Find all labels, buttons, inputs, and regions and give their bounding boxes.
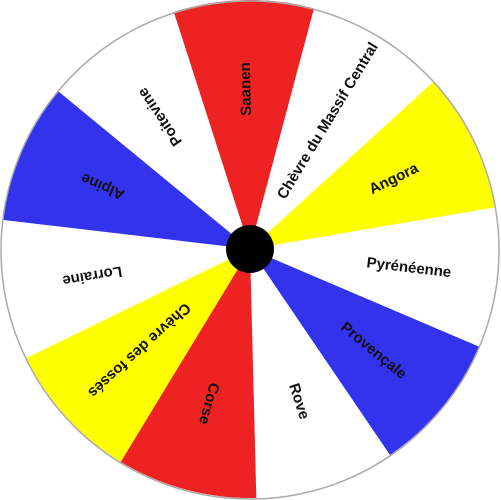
wheel-segment [57, 11, 250, 249]
wheel-hub[interactable] [226, 225, 274, 273]
wheel-segment [2, 90, 250, 250]
wheel-segment [250, 249, 390, 498]
wheel-segment [250, 81, 496, 249]
wheel-segment [250, 8, 434, 249]
wheel-segment [26, 249, 251, 462]
wheel-segment [0, 219, 250, 359]
wheel-segment [120, 249, 257, 499]
wheel-segment-label: Saanen [237, 62, 255, 116]
wheel-segment [173, 0, 315, 249]
wheel-segment [250, 249, 480, 455]
wheel-segment [250, 207, 500, 347]
